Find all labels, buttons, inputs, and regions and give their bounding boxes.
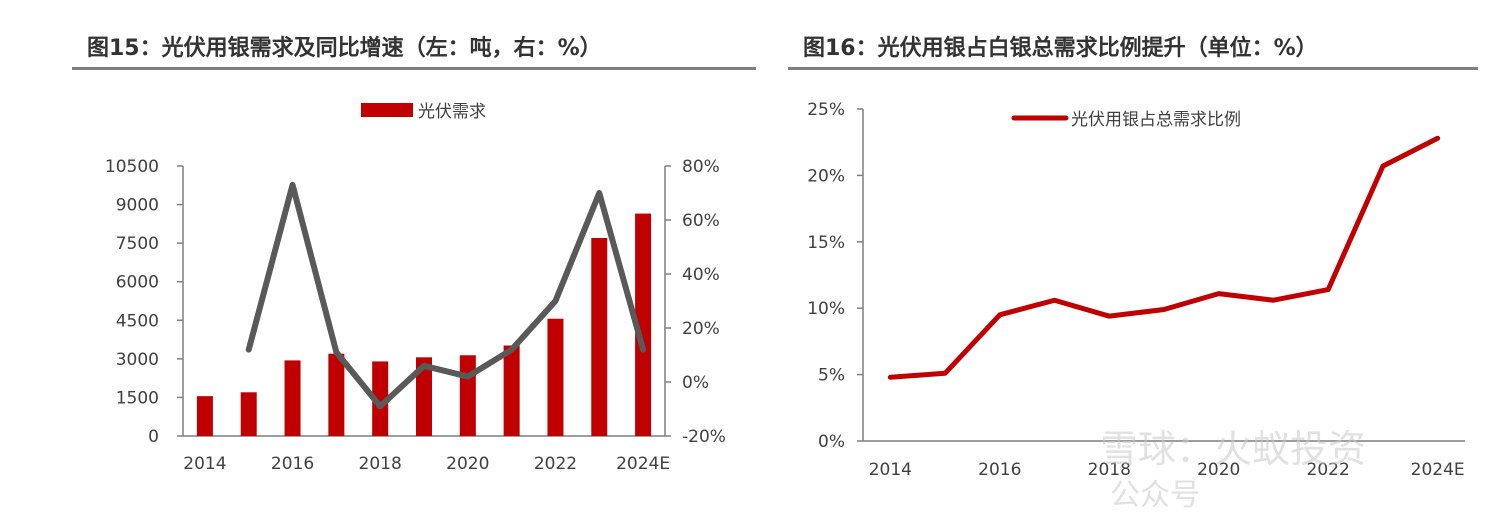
fig16-y-tick-label: 5% bbox=[818, 366, 845, 386]
fig16-y-tick-label: 10% bbox=[807, 299, 845, 319]
fig16-share-line bbox=[887, 135, 1441, 380]
fig16-x-tick-label: 2016 bbox=[978, 460, 1021, 480]
fig15-left-tick-label: 9000 bbox=[116, 196, 159, 216]
fig15-x-tick-label: 2018 bbox=[359, 454, 402, 474]
fig16-y-tick-label: 15% bbox=[807, 233, 845, 253]
fig15-x-tick-label: 2020 bbox=[446, 454, 489, 474]
fig15-left-tick-label: 10500 bbox=[105, 157, 159, 177]
fig15-bar bbox=[328, 353, 345, 436]
fig15-title-rule bbox=[72, 67, 756, 70]
fig15-left-tick-label: 4500 bbox=[116, 311, 159, 331]
fig15-bar bbox=[240, 392, 257, 436]
fig15-bar bbox=[372, 361, 389, 436]
fig15-title: 图15：光伏用银需求及同比增速（左：吨，右：%） bbox=[87, 36, 602, 61]
fig15-left-tick-label: 3000 bbox=[116, 350, 159, 370]
fig15-bar bbox=[591, 238, 608, 436]
fig15-bar bbox=[459, 355, 476, 436]
fig15-bar bbox=[284, 360, 301, 436]
fig16-y-tick-label: 20% bbox=[807, 166, 845, 186]
fig15-bar bbox=[416, 357, 432, 436]
charts-canvas: 0 1500 3000 4500 6000 7500 9000 10500 -20% 0% 20% 4… bbox=[105, 100, 1465, 480]
fig15-bar bbox=[503, 345, 520, 436]
fig15-x-tick-label: 2024E bbox=[616, 454, 670, 474]
fig15-left-tick-label: 7500 bbox=[116, 234, 159, 254]
fig15-bar bbox=[547, 318, 564, 436]
fig15-right-tick-label: -20% bbox=[682, 427, 726, 447]
fig16-y-tick-label: 0% bbox=[818, 432, 845, 452]
fig15-left-tick-label: 6000 bbox=[116, 273, 159, 293]
fig15-x-tick-label: 2022 bbox=[534, 454, 577, 474]
fig15-growth-line bbox=[245, 181, 647, 410]
fig16-x-tick-label: 2014 bbox=[869, 460, 912, 480]
fig15-x-tick-label: 2016 bbox=[271, 454, 314, 474]
fig15-right-tick-label: 20% bbox=[682, 319, 720, 339]
fig16-x-tick-label: 2022 bbox=[1307, 460, 1350, 480]
fig15-right-tick-label: 0% bbox=[682, 373, 709, 393]
fig16-title: 图16：光伏用银占白银总需求比例提升（单位：%） bbox=[803, 36, 1318, 61]
fig16-title-rule bbox=[788, 67, 1478, 70]
fig15-x-tick-label: 2014 bbox=[183, 454, 226, 474]
fig16-x-tick-label: 2020 bbox=[1197, 460, 1240, 480]
fig16-x-tick-label: 2024E bbox=[1411, 460, 1465, 480]
fig15-right-tick-label: 40% bbox=[682, 265, 720, 285]
fig15-right-tick-label: 60% bbox=[682, 211, 720, 231]
fig15-legend-label: 光伏需求 bbox=[418, 102, 486, 122]
fig15-legend-swatch bbox=[361, 103, 413, 117]
watermark-subtext: 公众号 bbox=[1110, 478, 1200, 513]
watermark-text: 雪球：火蚁投资 bbox=[1100, 427, 1367, 471]
fig15-left-tick-label: 0 bbox=[148, 427, 159, 447]
fig15-bar bbox=[196, 396, 213, 436]
fig16-y-tick-label: 25% bbox=[807, 100, 845, 120]
fig15-right-tick-label: 80% bbox=[682, 157, 720, 177]
fig16-x-tick-label: 2018 bbox=[1088, 460, 1131, 480]
fig15-left-tick-label: 1500 bbox=[116, 388, 159, 408]
fig15-bar bbox=[635, 213, 652, 436]
fig16-legend-label: 光伏用银占总需求比例 bbox=[1071, 110, 1241, 130]
